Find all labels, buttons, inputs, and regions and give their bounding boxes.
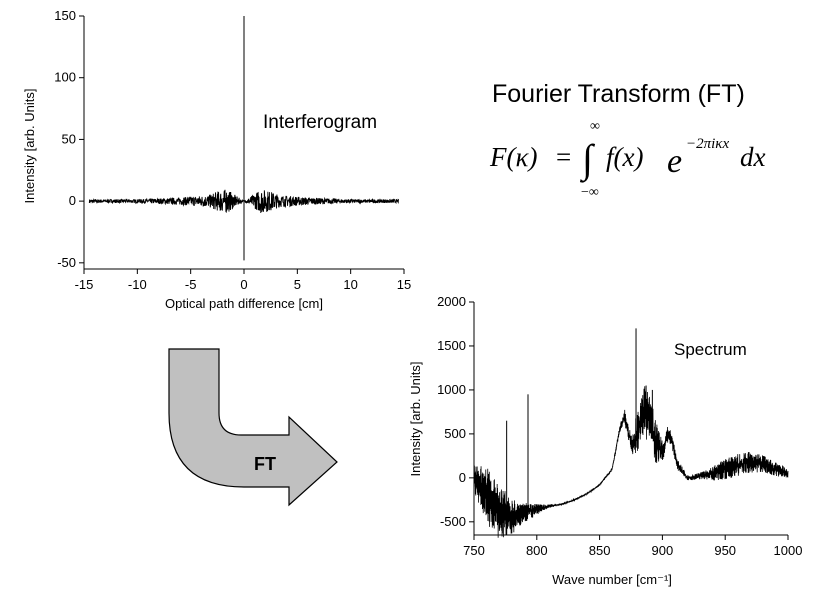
spectrum-x-tick-label: 750 [463, 543, 485, 558]
spectrum-y-tick-label: 1500 [437, 338, 466, 353]
ft-arrow-shape [168, 348, 338, 507]
spectrum-x-label: Wave number [cm⁻¹] [552, 572, 672, 587]
interferogram-y-tick-label: 50 [62, 131, 76, 146]
formula-equals: = [556, 142, 571, 172]
formula-e: e [667, 143, 682, 180]
spectrum-y-tick-label: -500 [440, 514, 466, 529]
spectrum-ticks: 750 800 850 900 950 1000 -500 0 500 1000 1500 2000 [437, 294, 802, 558]
interferogram-y-tick-label: 150 [54, 8, 76, 23]
page-title: Fourier Transform (FT) [492, 80, 745, 108]
spectrum-y-tick-label: 500 [444, 426, 466, 441]
interferogram-y-tick-label: 100 [54, 70, 76, 85]
interferogram-x-label: Optical path difference [cm] [165, 296, 323, 311]
spectrum-y-label: Intensity [arb. Units] [408, 362, 423, 477]
interferogram-x-tick-label: 10 [343, 277, 357, 292]
interferogram-y-tick-label: -50 [57, 255, 76, 270]
interferogram-x-tick-label: 0 [240, 277, 247, 292]
interferogram-x-tick-label: -5 [185, 277, 197, 292]
spectrum-trace [473, 386, 789, 538]
ft-arrow-label: FT [254, 454, 276, 474]
formula-lhs: F(κ) [489, 142, 537, 172]
formula-lower-limit: −∞ [581, 185, 599, 200]
formula-integral: ∫ [579, 136, 596, 183]
spectrum-y-tick-label: 0 [459, 470, 466, 485]
interferogram-x-tick-label: 5 [294, 277, 301, 292]
spectrum-x-tick-label: 1000 [774, 543, 803, 558]
spectrum-x-tick-label: 950 [714, 543, 736, 558]
spectrum-x-label-text: Wave number [cm⁻¹] [552, 572, 672, 587]
interferogram-x-tick-label: -15 [75, 277, 94, 292]
interferogram-y-tick-label: 0 [69, 193, 76, 208]
spectrum-x-tick-label: 850 [589, 543, 611, 558]
interferogram-annotation: Interferogram [263, 112, 377, 133]
formula-fx: f(x) [606, 142, 643, 172]
spectrum-chart: 750 800 850 900 950 1000-5000500100015002000 … [408, 294, 802, 587]
ft-arrow: FT [168, 348, 338, 507]
formula-exponent: −2πiκx [686, 136, 730, 152]
spectrum-y-tick-label: 1000 [437, 382, 466, 397]
fourier-formula: F(κ) = ∫ ∞ −∞ f(x) e −2πiκx dx [489, 119, 766, 200]
interferogram-x-tick-label: -10 [128, 277, 147, 292]
spectrum-y-tick-label: 2000 [437, 294, 466, 309]
formula-upper-limit: ∞ [590, 119, 600, 134]
spectrum-plot-area [473, 328, 789, 538]
spectrum-annotation: Spectrum [674, 340, 747, 359]
formula-dx: dx [740, 142, 766, 172]
spectrum-x-tick-label: 800 [526, 543, 548, 558]
interferogram-x-tick-label: 15 [397, 277, 411, 292]
interferogram-y-label: Intensity [arb. Units] [22, 89, 37, 204]
interferogram-plot-area [88, 16, 399, 261]
spectrum-x-tick-label: 900 [652, 543, 674, 558]
